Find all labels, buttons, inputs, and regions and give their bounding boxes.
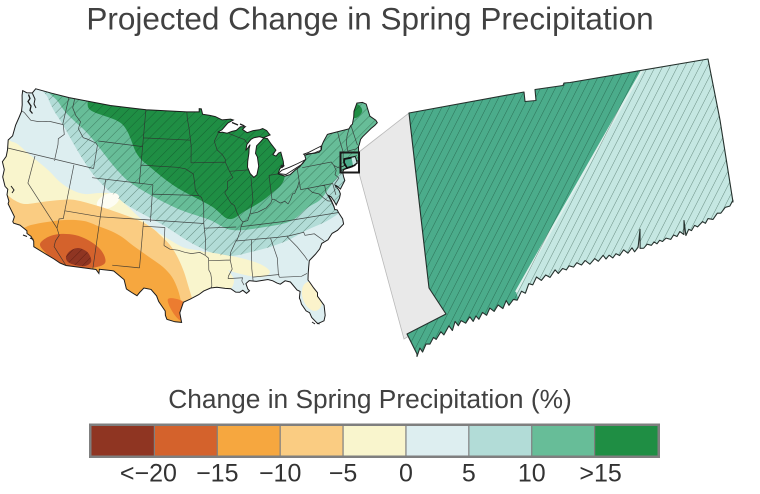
svg-text:>15: >15 [579, 460, 621, 488]
svg-text:Change in Spring Precipitation: Change in Spring Precipitation (%) [168, 384, 571, 414]
svg-text:0: 0 [399, 460, 413, 488]
svg-text:<−20: <−20 [120, 460, 177, 488]
svg-text:Projected Change in Spring Pre: Projected Change in Spring Precipitation [86, 1, 653, 37]
svg-text:5: 5 [462, 460, 476, 488]
svg-text:−15: −15 [196, 460, 238, 488]
svg-text:10: 10 [518, 460, 546, 488]
svg-text:−5: −5 [329, 460, 358, 488]
svg-text:−10: −10 [259, 460, 301, 488]
